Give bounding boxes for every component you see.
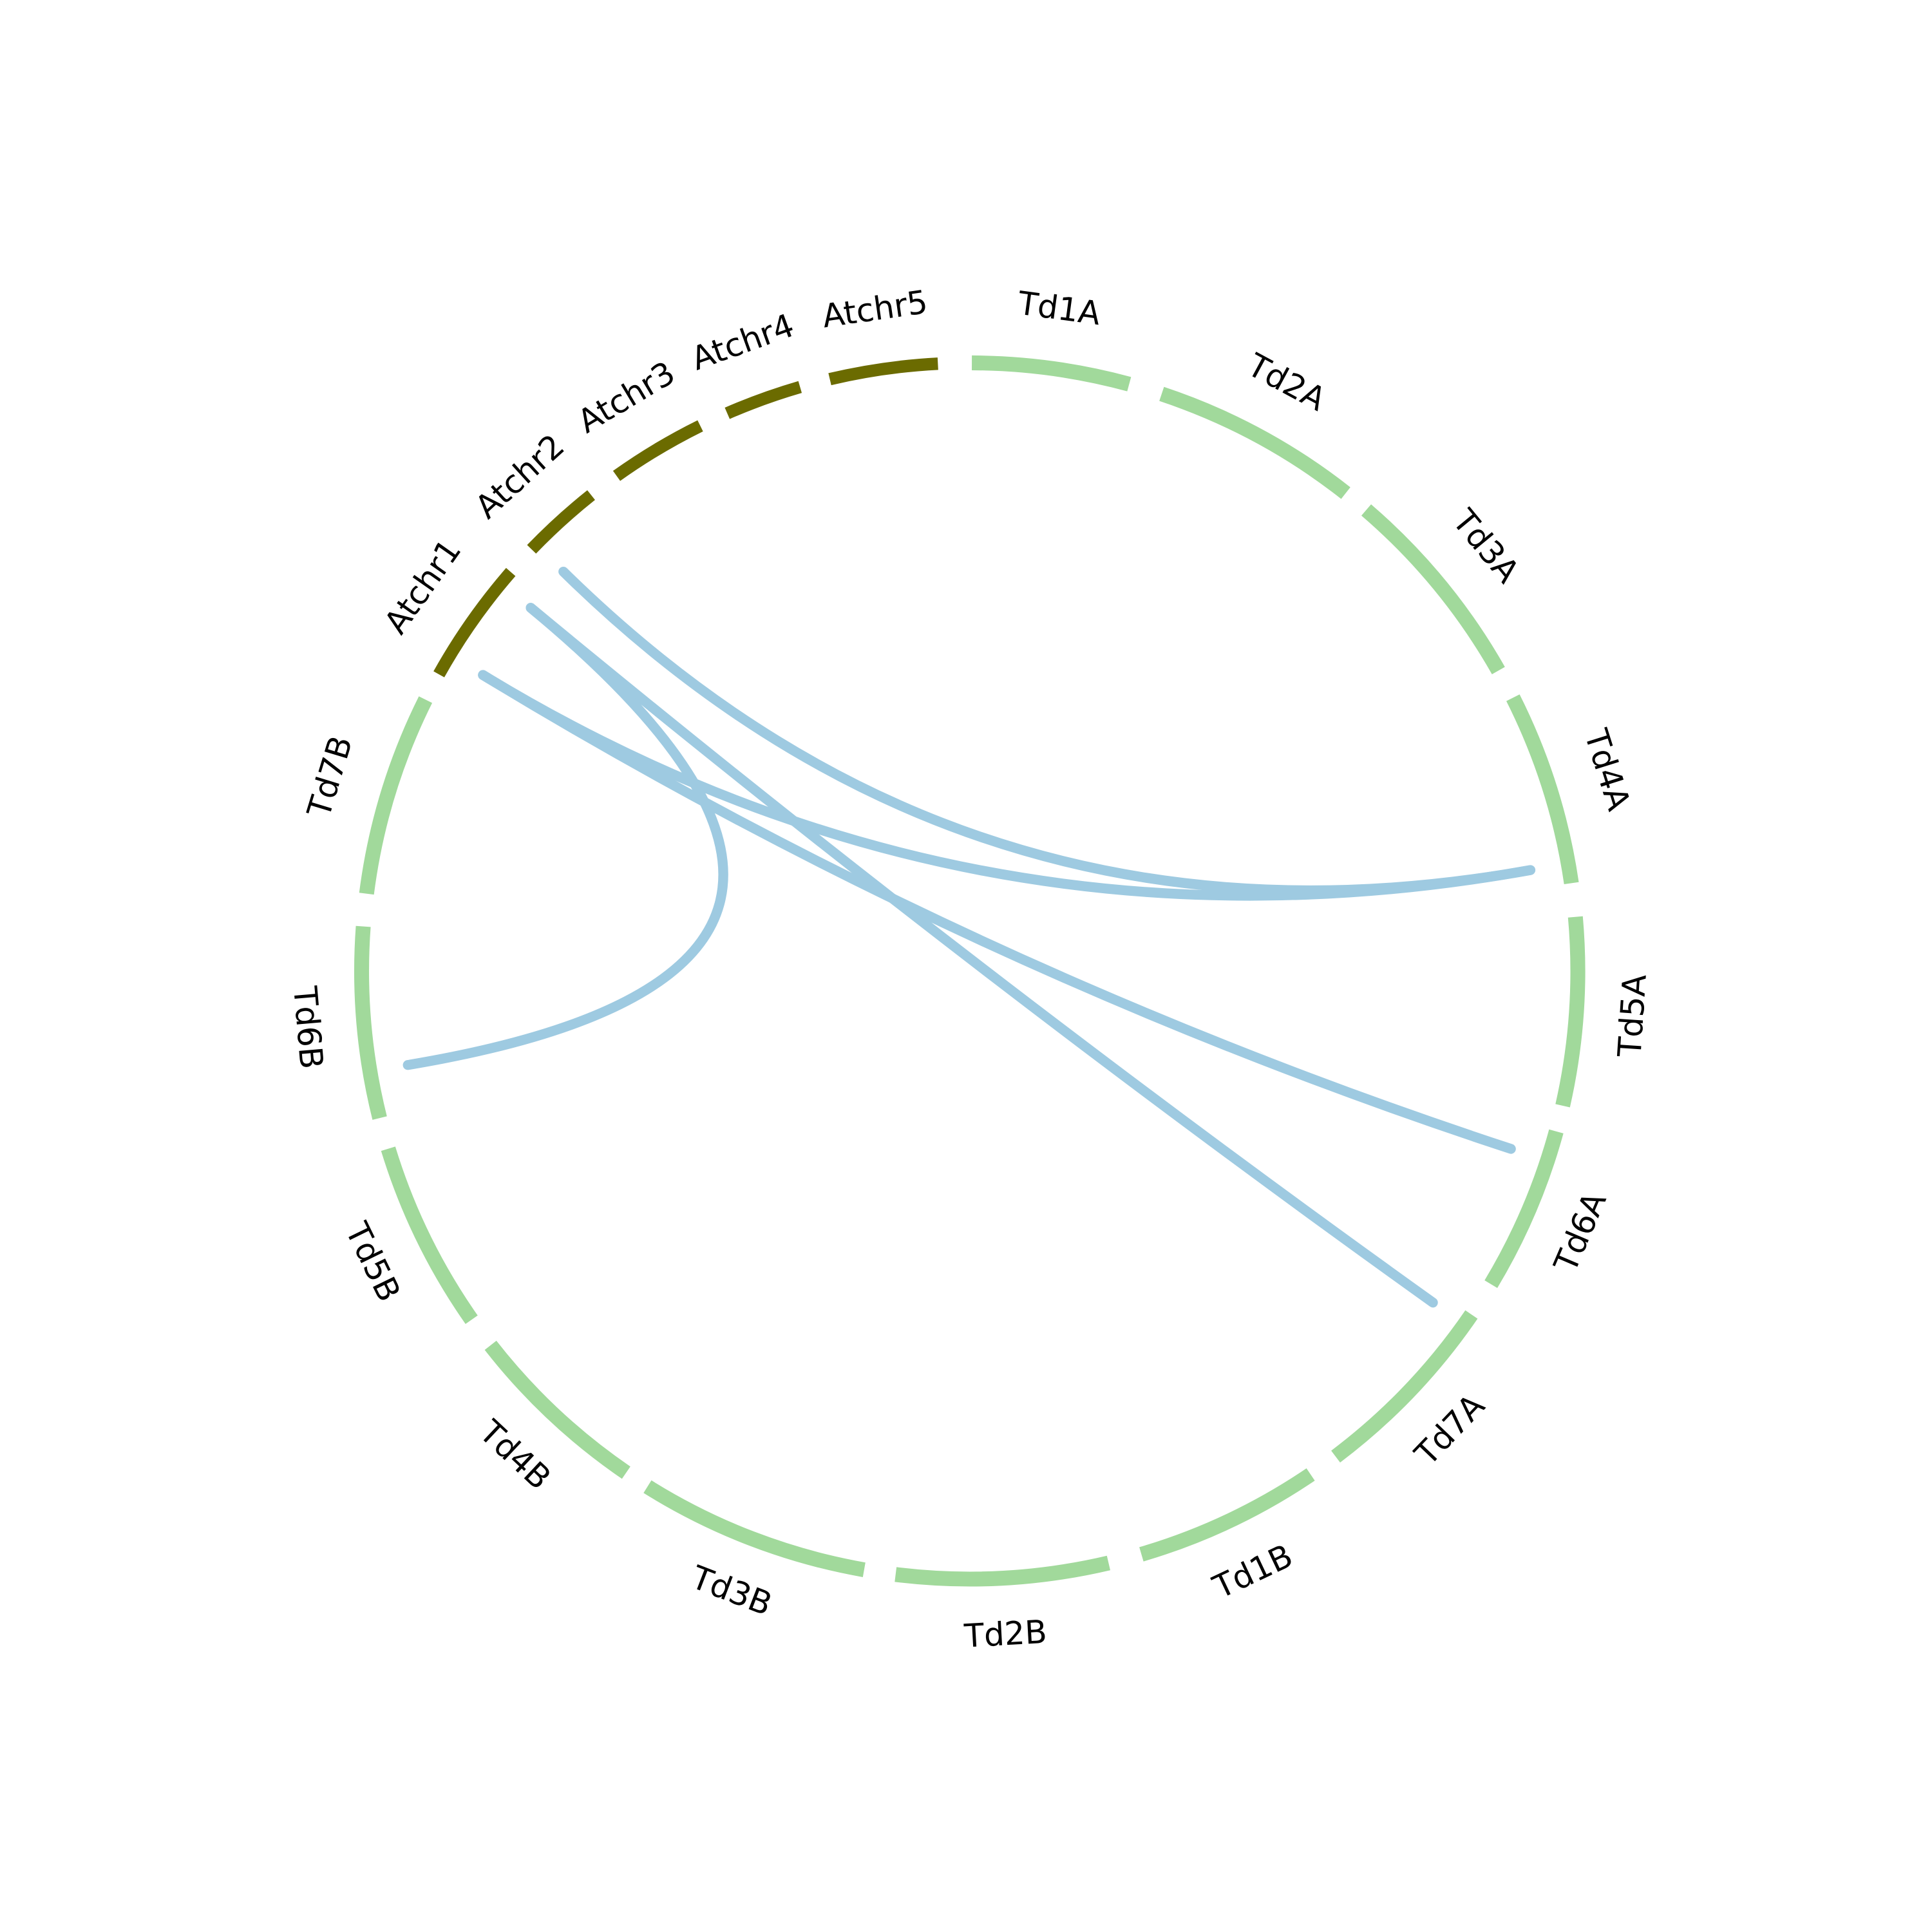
segment-label: Td4B — [472, 1413, 558, 1497]
segment-label: Td3B — [686, 1558, 777, 1624]
segment-arc — [527, 490, 595, 554]
segment-arc — [1331, 1310, 1478, 1463]
segment-label: Td4A — [1577, 724, 1638, 815]
segment-arc — [359, 696, 433, 895]
link — [478, 670, 1516, 1154]
segment-label: Td1A — [1015, 284, 1103, 332]
segment-arc — [381, 1146, 478, 1324]
segment-arc — [724, 381, 802, 419]
segment-label: Td5A — [1611, 973, 1654, 1059]
segment-label: Td2B — [963, 1613, 1048, 1655]
link — [478, 670, 1536, 901]
segment-arc — [484, 1340, 630, 1479]
segment-label: Td1B — [1207, 1537, 1298, 1607]
segment-label: Td7A — [1407, 1387, 1492, 1473]
segment-label: Td7B — [300, 732, 360, 822]
segment-label: Atchr4 — [687, 307, 799, 377]
segment-label: Atchr2 — [468, 427, 572, 526]
segment-arc — [1484, 1129, 1564, 1288]
segment-arc — [433, 567, 516, 677]
segment-arc — [1361, 504, 1505, 674]
link — [402, 603, 728, 1070]
segment-arc — [828, 357, 938, 386]
link — [526, 603, 1438, 1308]
segment-label: Td2A — [1241, 346, 1332, 418]
segment-arc — [895, 1555, 1111, 1587]
segment-arc — [643, 1480, 866, 1577]
segment-label: Td6A — [1547, 1187, 1614, 1278]
segment-label: Atchr5 — [820, 283, 930, 336]
segment-label: Atchr1 — [377, 533, 468, 641]
segment-label: Atchr3 — [571, 354, 681, 440]
segment-arc — [1555, 916, 1586, 1108]
segment-label: Td3A — [1445, 502, 1527, 590]
segment-label: Td6B — [286, 984, 330, 1070]
segment-label: Td5B — [337, 1216, 408, 1307]
link — [558, 566, 1536, 896]
segment-arc — [354, 925, 387, 1120]
segment-arc — [612, 420, 703, 481]
segment-arc — [972, 355, 1132, 392]
segment-arc — [1139, 1468, 1315, 1562]
segment-arc — [1506, 694, 1579, 885]
segment-arc — [1159, 386, 1350, 499]
